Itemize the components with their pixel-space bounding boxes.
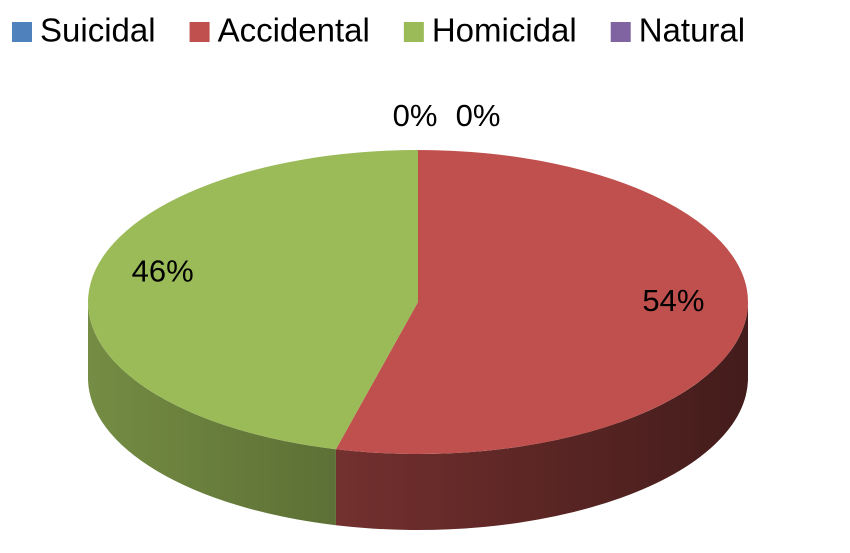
data-label: 54% [642, 283, 704, 318]
data-label: 0% [456, 98, 501, 133]
legend-label: Suicidal [40, 12, 156, 49]
legend-swatch [189, 22, 210, 42]
legend-label: Homicidal [432, 12, 577, 49]
data-label: 46% [132, 253, 194, 288]
legend-swatch [403, 22, 424, 42]
legend-swatch [610, 22, 631, 42]
pie-slice [88, 150, 418, 450]
legend-label: Natural [639, 12, 745, 49]
data-label: 0% [393, 98, 438, 133]
pie-side [335, 302, 748, 531]
pie-side [88, 302, 336, 526]
legend-swatch [12, 22, 32, 42]
legend-label: Accidental [218, 12, 370, 49]
pie-slice [335, 150, 749, 454]
